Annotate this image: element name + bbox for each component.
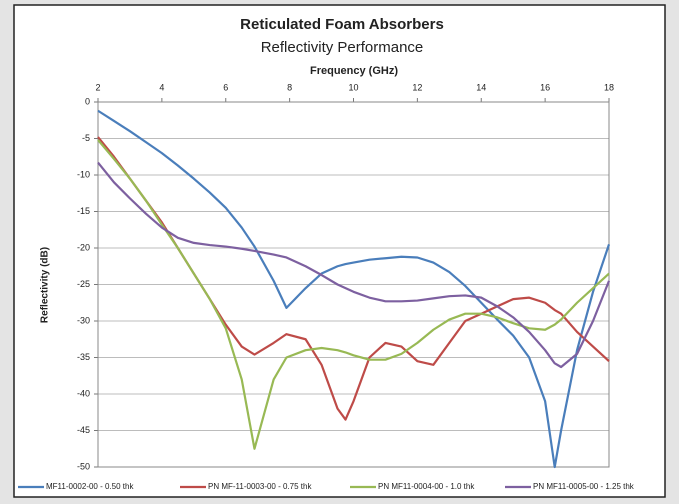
- y-tick-label: -25: [77, 279, 90, 289]
- x-tick-label: 10: [348, 82, 358, 92]
- x-tick-label: 18: [604, 82, 614, 92]
- x-axis-label: Frequency (GHz): [310, 65, 398, 77]
- y-tick-label: -15: [77, 206, 90, 216]
- y-tick-label: 0: [85, 96, 90, 106]
- x-tick-label: 14: [476, 82, 486, 92]
- x-tick-label: 4: [159, 82, 164, 92]
- y-axis-label: Reflectivity (dB): [40, 247, 51, 323]
- x-tick-label: 8: [287, 82, 292, 92]
- x-tick-label: 2: [95, 82, 100, 92]
- x-tick-label: 12: [412, 82, 422, 92]
- plot-area: [97, 101, 610, 468]
- legend-label: PN MF11-0004-00 - 1.0 thk: [378, 482, 475, 491]
- x-tick-label: 16: [540, 82, 550, 92]
- y-tick-label: -20: [77, 242, 90, 252]
- y-tick-label: -30: [77, 315, 90, 325]
- y-tick-label: -45: [77, 425, 90, 435]
- y-tick-label: -35: [77, 352, 90, 362]
- y-tick-label: -10: [77, 169, 90, 179]
- legend-label: PN MF11-0005-00 - 1.25 thk: [533, 482, 635, 491]
- chart-title: Reticulated Foam Absorbers: [240, 16, 444, 33]
- y-tick-label: -50: [77, 461, 90, 471]
- chart-subtitle: Reflectivity Performance: [261, 39, 424, 56]
- legend-label: PN MF-11-0003-00 - 0.75 thk: [208, 482, 312, 491]
- legend-label: MF11-0002-00 - 0.50 thk: [46, 482, 134, 491]
- x-tick-label: 6: [223, 82, 228, 92]
- chart-frame: [13, 4, 666, 498]
- series-line: [97, 109, 611, 469]
- series-line: [97, 139, 610, 450]
- series-line: [97, 161, 611, 369]
- y-tick-label: -5: [82, 133, 90, 143]
- y-tick-label: -40: [77, 388, 90, 398]
